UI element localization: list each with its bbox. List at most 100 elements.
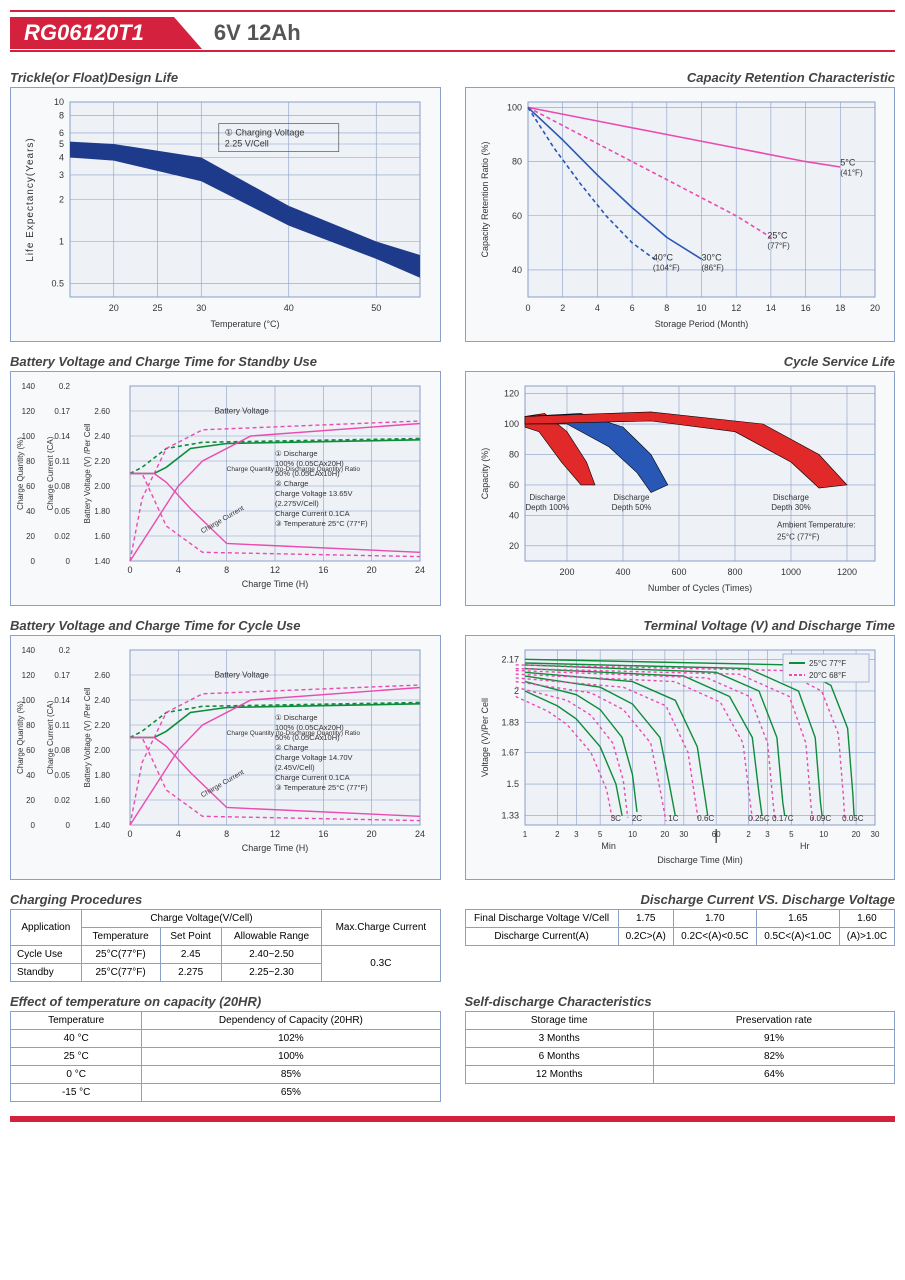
svg-text:40: 40 xyxy=(26,771,35,780)
tc11: 100% xyxy=(142,1048,440,1066)
d-r0c0: Final Discharge Voltage V/Cell xyxy=(465,910,618,928)
svg-text:0: 0 xyxy=(31,821,36,830)
svg-text:50% (0.05CAx10H): 50% (0.05CAx10H) xyxy=(275,733,340,742)
svg-text:Charge Current (CA): Charge Current (CA) xyxy=(46,436,55,510)
d-r0c1: 1.75 xyxy=(618,910,673,928)
chart4-wrap: Cycle Service Life 200400600800100012002… xyxy=(465,354,896,606)
svg-text:1.67: 1.67 xyxy=(501,747,519,757)
selfd-table: Storage timePreservation rate 3 Months91… xyxy=(465,1011,896,1084)
svg-text:2: 2 xyxy=(560,303,565,313)
svg-text:(41°F): (41°F) xyxy=(840,169,863,178)
svg-text:0.2: 0.2 xyxy=(59,646,71,655)
svg-text:20: 20 xyxy=(367,565,377,575)
d-r1c4: (A)>1.0C xyxy=(839,928,894,946)
header: RG06120T1 6V 12Ah xyxy=(10,16,895,52)
chart3-wrap: Battery Voltage and Charge Time for Stan… xyxy=(10,354,441,606)
svg-text:Charge Quantity (%): Charge Quantity (%) xyxy=(16,437,25,510)
svg-text:0.17: 0.17 xyxy=(54,407,70,416)
svg-text:20: 20 xyxy=(851,830,860,839)
svg-text:60: 60 xyxy=(26,482,35,491)
svg-text:6: 6 xyxy=(629,303,634,313)
svg-text:Charge Current 0.1CA: Charge Current 0.1CA xyxy=(275,773,350,782)
svg-text:600: 600 xyxy=(671,567,686,577)
chart2-wrap: Capacity Retention Characteristic 024681… xyxy=(465,70,896,342)
svg-text:Depth 50%: Depth 50% xyxy=(611,503,651,512)
svg-text:1.33: 1.33 xyxy=(501,811,519,821)
svg-text:Discharge: Discharge xyxy=(529,493,566,502)
svg-text:0.05: 0.05 xyxy=(54,507,70,516)
svg-text:Number of Cycles (Times): Number of Cycles (Times) xyxy=(647,583,751,593)
chart5-panel: 04812162024001.40200.021.60400.051.80600… xyxy=(10,635,441,880)
svg-text:140: 140 xyxy=(22,646,36,655)
svg-text:0.14: 0.14 xyxy=(54,696,70,705)
svg-text:Min: Min xyxy=(601,841,616,851)
discharge-table: Final Discharge Voltage V/Cell 1.75 1.70… xyxy=(465,909,896,946)
c-r0c3: 2.40~2.50 xyxy=(221,946,322,964)
d-r0c3: 1.65 xyxy=(756,910,839,928)
svg-text:2: 2 xyxy=(59,195,64,205)
tc31: 65% xyxy=(142,1084,440,1102)
svg-text:120: 120 xyxy=(503,389,518,399)
svg-text:Capacity Retention Ratio (%): Capacity Retention Ratio (%) xyxy=(480,141,490,257)
svg-text:100% (0.05CAx20H): 100% (0.05CAx20H) xyxy=(275,459,344,468)
svg-text:Ambient Temperature:: Ambient Temperature: xyxy=(777,521,856,530)
svg-text:0.14: 0.14 xyxy=(54,432,70,441)
svg-text:3: 3 xyxy=(765,830,770,839)
svg-text:30: 30 xyxy=(870,830,879,839)
svg-text:Charge Time (H): Charge Time (H) xyxy=(242,843,309,853)
svg-text:0.6C: 0.6C xyxy=(697,814,714,823)
svg-text:Discharge: Discharge xyxy=(772,493,809,502)
d-r1c3: 0.5C<(A)<1.0C xyxy=(756,928,839,946)
svg-text:16: 16 xyxy=(318,565,328,575)
tc00: 40 °C xyxy=(11,1030,142,1048)
svg-text:60: 60 xyxy=(508,480,518,490)
svg-text:18: 18 xyxy=(835,303,845,313)
c-r1c3: 2.25~2.30 xyxy=(221,964,322,982)
svg-text:1: 1 xyxy=(59,236,64,246)
svg-text:20: 20 xyxy=(869,303,879,313)
svg-text:8: 8 xyxy=(224,565,229,575)
svg-text:3: 3 xyxy=(574,830,579,839)
th-cv: Charge Voltage(V/Cell) xyxy=(81,910,322,928)
svg-text:60: 60 xyxy=(26,746,35,755)
d-r0c2: 1.70 xyxy=(673,910,756,928)
tempcap-table: TemperatureDependency of Capacity (20HR)… xyxy=(10,1011,441,1102)
svg-text:2.17: 2.17 xyxy=(501,654,519,664)
sd21: 64% xyxy=(653,1066,894,1084)
svg-text:40°C: 40°C xyxy=(652,252,673,262)
th-s2: Allowable Range xyxy=(221,928,322,946)
svg-text:Hr: Hr xyxy=(800,841,810,851)
svg-text:30: 30 xyxy=(679,830,688,839)
svg-text:100: 100 xyxy=(506,102,521,112)
svg-text:4: 4 xyxy=(594,303,599,313)
svg-text:120: 120 xyxy=(22,671,36,680)
svg-text:(104°F): (104°F) xyxy=(652,263,679,272)
svg-text:1.80: 1.80 xyxy=(94,507,110,516)
chart5-wrap: Battery Voltage and Charge Time for Cycl… xyxy=(10,618,441,880)
chart6-svg: 1.331.51.671.8322.1712351020306023510203… xyxy=(470,640,888,875)
svg-text:Charge Current (CA): Charge Current (CA) xyxy=(46,700,55,774)
layout-grid: Trickle(or Float)Design Life 20253040500… xyxy=(10,70,895,1102)
svg-text:Storage Period (Month): Storage Period (Month) xyxy=(654,319,748,329)
top-rule xyxy=(10,10,895,12)
svg-text:60: 60 xyxy=(511,211,521,221)
svg-text:5°C: 5°C xyxy=(840,158,856,168)
svg-text:12: 12 xyxy=(731,303,741,313)
svg-text:0: 0 xyxy=(31,557,36,566)
sd10: 6 Months xyxy=(465,1048,653,1066)
svg-text:20: 20 xyxy=(26,796,35,805)
svg-text:80: 80 xyxy=(511,157,521,167)
svg-text:24: 24 xyxy=(415,565,425,575)
svg-text:8: 8 xyxy=(224,829,229,839)
chart2-title: Capacity Retention Characteristic xyxy=(465,70,896,85)
svg-text:Charge Time (H): Charge Time (H) xyxy=(242,579,309,589)
chart6-wrap: Terminal Voltage (V) and Discharge Time … xyxy=(465,618,896,880)
svg-text:Charge Quantity (%): Charge Quantity (%) xyxy=(16,701,25,774)
svg-text:2: 2 xyxy=(746,830,751,839)
svg-text:③ Temperature 25°C (77°F): ③ Temperature 25°C (77°F) xyxy=(275,519,368,528)
c-r1c0: Standby xyxy=(11,964,82,982)
svg-text:0.02: 0.02 xyxy=(54,532,70,541)
svg-text:25°C 77°F: 25°C 77°F xyxy=(809,659,846,668)
svg-text:2.20: 2.20 xyxy=(94,457,110,466)
chart1-panel: 20253040500.5123456810① Charging Voltage… xyxy=(10,87,441,342)
